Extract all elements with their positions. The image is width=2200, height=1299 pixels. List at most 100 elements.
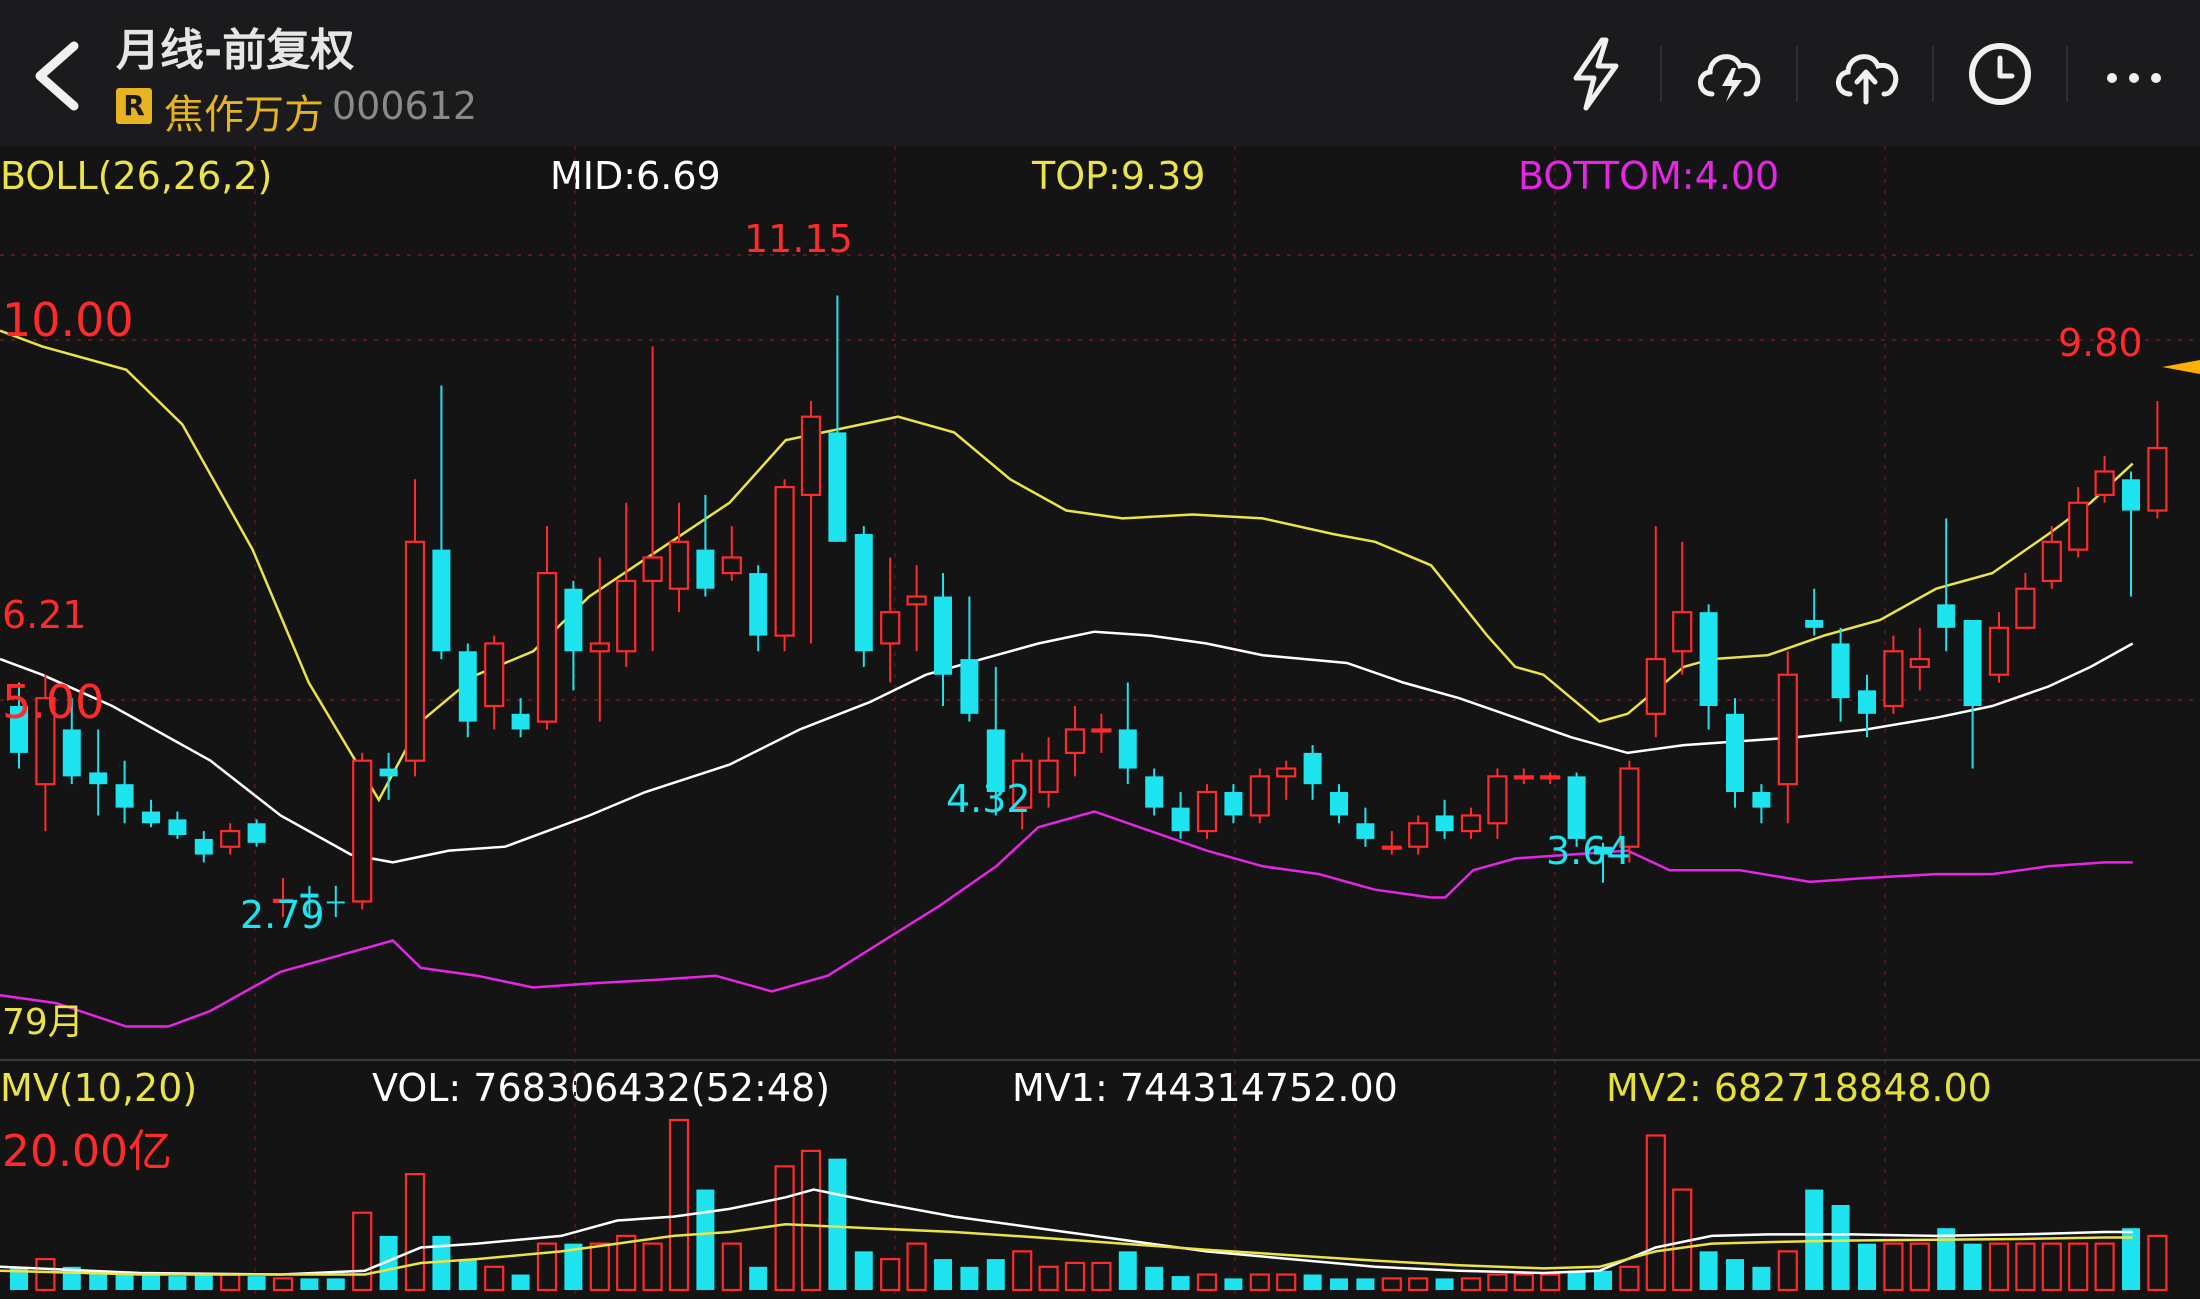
volume-bar — [668, 1118, 690, 1292]
candle — [934, 573, 952, 706]
volume-bar — [272, 1277, 294, 1292]
candle — [1224, 784, 1243, 824]
volume-bar — [326, 1278, 345, 1290]
candle-body — [1988, 626, 2010, 676]
candle — [2094, 455, 2115, 503]
candle — [35, 674, 56, 832]
candle-body — [616, 579, 637, 653]
candles — [10, 295, 2168, 918]
candle-body — [458, 651, 477, 722]
candle-body — [2147, 446, 2168, 512]
volume-bar — [1988, 1242, 2010, 1292]
candle-body — [35, 697, 56, 786]
candle-body — [1726, 713, 1744, 792]
mv1-value: MV1: 744314752.00 — [1012, 1066, 1398, 1110]
candle-body — [168, 819, 187, 835]
current-price-marker — [2162, 360, 2200, 374]
clock-icon[interactable] — [1960, 34, 2040, 114]
candle — [1594, 842, 1612, 883]
candle-body — [2041, 540, 2062, 583]
volume-bar — [1699, 1251, 1718, 1290]
candle — [1196, 784, 1218, 839]
candle-body — [960, 659, 979, 714]
candle — [1909, 627, 1930, 691]
candle-body — [1038, 759, 1059, 794]
volume-bar — [1883, 1242, 1904, 1292]
candle-body — [880, 611, 901, 645]
mv-label: MV(10,20) — [0, 1066, 198, 1110]
chart-labels: 10.00 5.00 6.21 79月 11.15 9.80 2.79 4.32… — [2, 217, 2143, 1177]
candle — [142, 799, 160, 828]
candle — [696, 494, 715, 597]
candle — [1487, 768, 1508, 839]
candle-body — [906, 595, 927, 606]
candle — [379, 752, 398, 800]
candle — [1726, 698, 1744, 808]
volume-bar — [986, 1259, 1005, 1290]
candle-body — [484, 642, 505, 708]
cloud-upload-icon[interactable] — [1826, 34, 1906, 114]
volume-bar — [1435, 1278, 1454, 1290]
candle — [484, 635, 505, 730]
candle — [960, 596, 979, 722]
candle — [906, 565, 927, 652]
candle — [1752, 784, 1771, 824]
volume-bar — [1645, 1134, 1666, 1292]
stock-code: 000612 — [332, 84, 478, 128]
candle — [1381, 831, 1402, 855]
price-axis-10: 10.00 — [2, 293, 134, 347]
volume-bar — [1381, 1277, 1402, 1292]
volume-bar — [1038, 1265, 1059, 1292]
volume-bar — [2122, 1228, 2140, 1290]
volume-bar — [1805, 1189, 1824, 1290]
volume-bar — [1567, 1270, 1586, 1290]
candle-body — [1118, 729, 1137, 769]
volume-bar — [1408, 1277, 1429, 1292]
back-arrow-icon[interactable] — [28, 36, 88, 116]
candle-body — [642, 556, 663, 583]
candle — [2147, 401, 2168, 519]
candle — [432, 385, 451, 660]
volume-bar — [1858, 1243, 1876, 1290]
volume-bar — [1276, 1273, 1297, 1292]
volume-bar — [1513, 1273, 1534, 1292]
candle — [1619, 760, 1640, 863]
candle — [1356, 807, 1375, 847]
candle-body — [854, 534, 873, 652]
candle-body — [1303, 752, 1322, 785]
lightning-icon[interactable] — [1556, 34, 1636, 114]
candle — [668, 502, 690, 613]
candle-body — [404, 540, 426, 762]
candle-body — [1196, 790, 1218, 833]
candle — [1937, 518, 1956, 652]
candle-body — [1356, 823, 1375, 839]
candle — [1276, 760, 1297, 800]
volume-bar — [1963, 1243, 1982, 1290]
candle-body — [89, 772, 108, 785]
volume-bar — [2041, 1242, 2062, 1292]
candle-body — [986, 729, 1005, 792]
candle — [1330, 784, 1348, 824]
candle-body — [934, 596, 952, 675]
volume-bar — [1303, 1274, 1322, 1290]
candle-body — [511, 713, 530, 730]
boll-top-line — [0, 329, 2134, 803]
candle — [1408, 815, 1429, 855]
candle-body — [2068, 501, 2089, 551]
volume-bar — [800, 1149, 822, 1292]
last-high-label: 9.80 — [2058, 321, 2143, 365]
cloud-lightning-icon[interactable] — [1690, 34, 1770, 114]
high-label: 11.15 — [744, 217, 853, 261]
candle — [1091, 713, 1112, 753]
volume-bar — [1460, 1277, 1482, 1292]
volume-bar — [934, 1259, 952, 1290]
candle-body — [272, 898, 294, 903]
candle-body — [1408, 822, 1429, 848]
more-icon[interactable] — [2094, 34, 2174, 114]
volume-bar — [2094, 1242, 2115, 1292]
candle-body — [115, 784, 134, 808]
candle-body — [62, 729, 81, 777]
mv1-line — [0, 1188, 2133, 1276]
period-label: 79月 — [2, 1002, 84, 1043]
